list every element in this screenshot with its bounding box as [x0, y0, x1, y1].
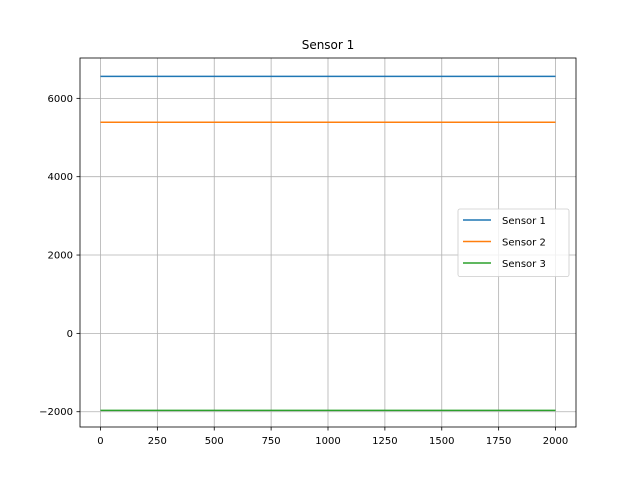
y-tick-label: 0: [67, 329, 73, 340]
x-tick-label: 250: [148, 436, 167, 447]
y-tick-label: 4000: [48, 172, 73, 183]
legend: Sensor 1 Sensor 2 Sensor 3: [457, 208, 570, 277]
x-tick-label: 1000: [315, 436, 340, 447]
legend-label-3: Sensor 3: [502, 259, 546, 270]
y-axis: −2000 0 2000 4000 6000: [39, 94, 80, 418]
x-tick-label: 500: [205, 436, 224, 447]
y-tick-label: 6000: [48, 94, 73, 105]
series-lines: [100, 75, 556, 412]
x-tick-label: 1750: [486, 436, 511, 447]
x-axis: 0 250 500 750 1000 1250 1500 1750 2000: [97, 427, 568, 447]
x-tick-label: 2000: [543, 436, 568, 447]
x-tick-label: 0: [97, 436, 103, 447]
legend-label-1: Sensor 1: [502, 216, 546, 227]
y-tick-label: 2000: [48, 251, 73, 262]
legend-label-2: Sensor 2: [502, 238, 546, 249]
x-tick-label: 1250: [372, 436, 397, 447]
grid-lines: [80, 58, 576, 427]
x-tick-label: 750: [262, 436, 281, 447]
x-tick-label: 1500: [429, 436, 454, 447]
y-tick-label: −2000: [39, 407, 73, 418]
legend-box: [457, 208, 570, 277]
chart-title: Sensor 1: [302, 38, 355, 52]
